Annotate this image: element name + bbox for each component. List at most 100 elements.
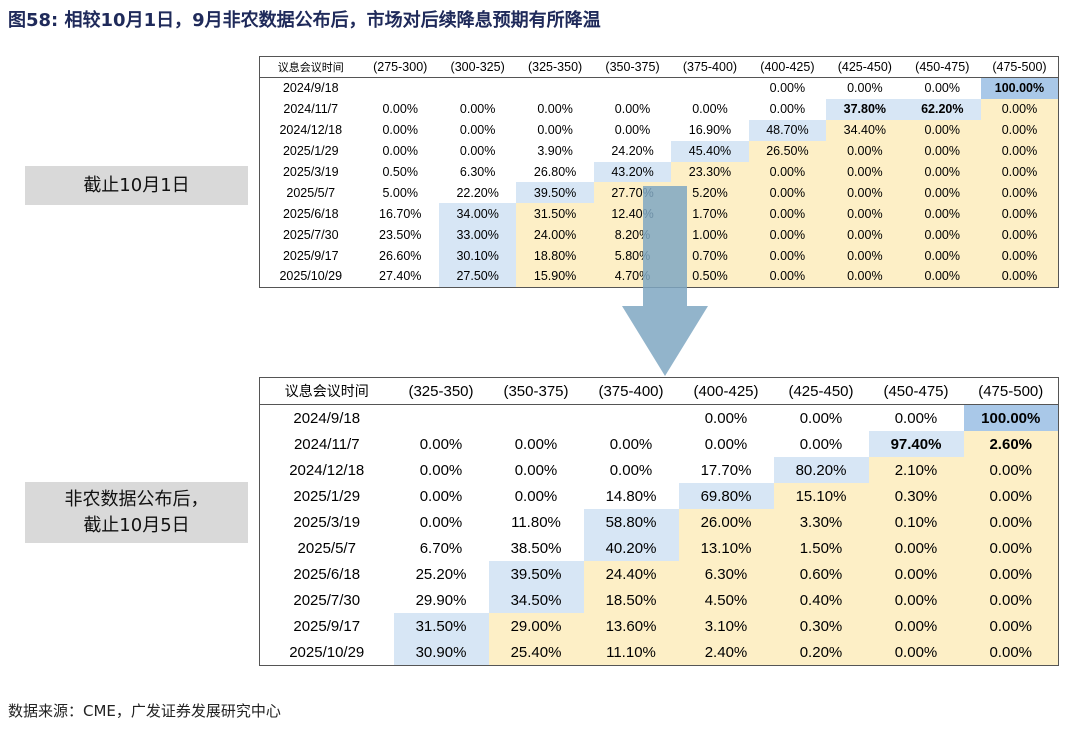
- probability-cell: 0.00%: [748, 182, 827, 204]
- meeting-date: 2024/9/18: [282, 81, 339, 96]
- probability-cell: 0.00%: [799, 435, 843, 453]
- probability-cell: 0.00%: [769, 81, 806, 96]
- meeting-date: 2025/9/17: [293, 617, 361, 635]
- probability-cell: 43.20%: [593, 161, 672, 183]
- probability-cell: 0.70%: [671, 245, 749, 267]
- table-row: 2025/9/17 26.60% 30.10% 18.80% 5.80% 0.70% 0.0…: [260, 245, 1059, 267]
- header-rate-range: (350-375): [593, 56, 672, 78]
- probability-cell: 0.00%: [903, 119, 981, 141]
- probability-cell: 0.00%: [537, 102, 573, 117]
- meeting-date: 2025/10/29: [279, 269, 343, 284]
- probability-cell: 2.40%: [678, 639, 774, 666]
- meeting-date: 2024/9/18: [293, 409, 361, 427]
- probability-cell: 37.80%: [826, 98, 904, 120]
- figure-title-text: 相较10月1日，9月非农数据公布后，市场对后续降息预期有所降温: [64, 10, 601, 31]
- probability-cell: 0.00%: [981, 119, 1059, 141]
- meeting-date: 2024/11/7: [283, 102, 339, 117]
- table-row: 2025/6/18 16.70% 34.00% 31.50% 12.40% 1.70% 0.…: [260, 203, 1059, 225]
- header-rate-range: (375-400): [583, 377, 679, 405]
- probability-cell: 0.00%: [614, 102, 651, 117]
- meeting-date: 2025/1/29: [282, 144, 339, 159]
- probability-cell: 29.00%: [488, 613, 584, 639]
- probability-cell: 0.00%: [981, 224, 1059, 246]
- probability-cell: 0.00%: [981, 266, 1059, 288]
- probability-cell: [594, 78, 671, 99]
- table-row: 2024/11/7 0.00% 0.00% 0.00% 0.00% 0.00% 0.00% 3…: [260, 98, 1059, 120]
- probability-cell: 0.00%: [419, 513, 463, 531]
- probability-cell: 0.00%: [903, 203, 981, 225]
- probability-cell: 0.00%: [419, 461, 463, 479]
- probability-cell: 38.50%: [510, 539, 562, 557]
- meeting-date: 2025/5/7: [286, 185, 336, 200]
- probability-cell: 0.00%: [963, 613, 1059, 639]
- meeting-date: 2025/1/29: [293, 487, 361, 505]
- table-row: 2025/1/29 0.00% 0.00% 14.80% 69.80% 15.10% 0.3…: [260, 483, 1059, 509]
- table-row: 2025/5/7 6.70% 38.50% 40.20% 13.10% 1.50% 0.00…: [260, 535, 1059, 561]
- header-rate-range: (350-375): [488, 377, 584, 405]
- probability-cell: 18.50%: [583, 587, 679, 613]
- probability-cell: 0.00%: [963, 587, 1059, 613]
- probability-cell: 0.00%: [963, 639, 1059, 666]
- probability-cell: 25.20%: [415, 565, 467, 583]
- probability-cell: 3.10%: [678, 613, 774, 639]
- probability-cell: 24.20%: [611, 144, 654, 159]
- probability-cell: 0.00%: [382, 123, 418, 138]
- probability-cell: 0.00%: [903, 182, 981, 204]
- probability-cell: 14.80%: [605, 487, 657, 505]
- probability-cell: 100.00%: [981, 77, 1059, 99]
- source-note: 数据来源：CME，广发证券发展研究中心: [8, 702, 281, 720]
- probability-cell: 1.50%: [773, 535, 869, 561]
- probability-cell: 0.00%: [609, 435, 653, 453]
- meeting-date: 2025/6/18: [293, 565, 361, 583]
- probability-cell: 0.00%: [826, 140, 904, 162]
- header-rate-range: (375-400): [671, 56, 749, 78]
- probability-cell: 0.00%: [459, 102, 496, 117]
- probability-cell: 0.00%: [382, 102, 418, 117]
- probability-cell: 0.00%: [981, 98, 1059, 120]
- probability-cell: 5.20%: [671, 182, 749, 204]
- probability-cell: 17.70%: [700, 461, 752, 479]
- probability-cell: 39.50%: [516, 182, 594, 204]
- label-after: 非农数据公布后， 截止10月5日: [25, 482, 248, 543]
- header-rate-range: (300-325): [438, 56, 517, 78]
- probability-cell: 0.00%: [868, 587, 964, 613]
- probability-cell: 0.00%: [826, 266, 904, 288]
- meeting-date: 2025/10/29: [289, 643, 365, 661]
- probability-cell: 1.70%: [671, 203, 749, 225]
- probability-cell: 0.00%: [847, 81, 883, 96]
- meeting-date: 2024/12/18: [289, 461, 365, 479]
- probability-cell: 1.00%: [671, 224, 749, 246]
- probability-cell: 6.30%: [459, 165, 496, 179]
- probability-cell: 0.00%: [748, 224, 827, 246]
- probability-cell: 34.50%: [488, 587, 584, 613]
- down-arrow-shape: [622, 186, 708, 376]
- probability-cell: 0.00%: [826, 161, 904, 183]
- probability-cell: 0.00%: [826, 224, 904, 246]
- probability-cell: 2.10%: [868, 457, 964, 483]
- probability-cell: [362, 78, 439, 99]
- probability-cell: 3.90%: [537, 144, 573, 159]
- table-row: 2025/7/30 29.90% 34.50% 18.50% 4.50% 0.40% 0.0…: [260, 587, 1059, 613]
- probability-cell: 22.20%: [456, 185, 499, 200]
- probability-cell: 0.00%: [614, 123, 651, 138]
- probability-cell: 0.00%: [514, 461, 558, 479]
- table-row: 2025/7/30 23.50% 33.00% 24.00% 8.20% 1.00% 0.0…: [260, 224, 1059, 246]
- probability-cell: 0.00%: [748, 245, 827, 267]
- probability-cell: 2.60%: [963, 431, 1059, 457]
- probability-cell: 0.40%: [773, 587, 869, 613]
- header-rate-range: (275-300): [361, 56, 439, 78]
- probability-cell: 0.00%: [924, 81, 960, 96]
- probability-cell: 15.90%: [516, 266, 594, 288]
- probability-cell: 0.00%: [704, 435, 748, 453]
- probability-cell: 13.10%: [678, 535, 774, 561]
- table-row: 2024/11/7 0.00% 0.00% 0.00% 0.00% 0.00% 97.40%…: [260, 431, 1059, 457]
- probability-cell: 0.00%: [799, 409, 843, 427]
- probability-cell: 3.30%: [773, 509, 869, 535]
- probability-cell: 4.50%: [678, 587, 774, 613]
- probability-cell: 26.60%: [379, 248, 422, 263]
- probability-cell: 0.00%: [963, 457, 1059, 483]
- label-before-text: 截止10月1日: [83, 174, 190, 196]
- probability-cell: 31.50%: [393, 613, 489, 639]
- header-rate-range: (450-475): [868, 377, 964, 405]
- meeting-date: 2024/12/18: [279, 123, 343, 138]
